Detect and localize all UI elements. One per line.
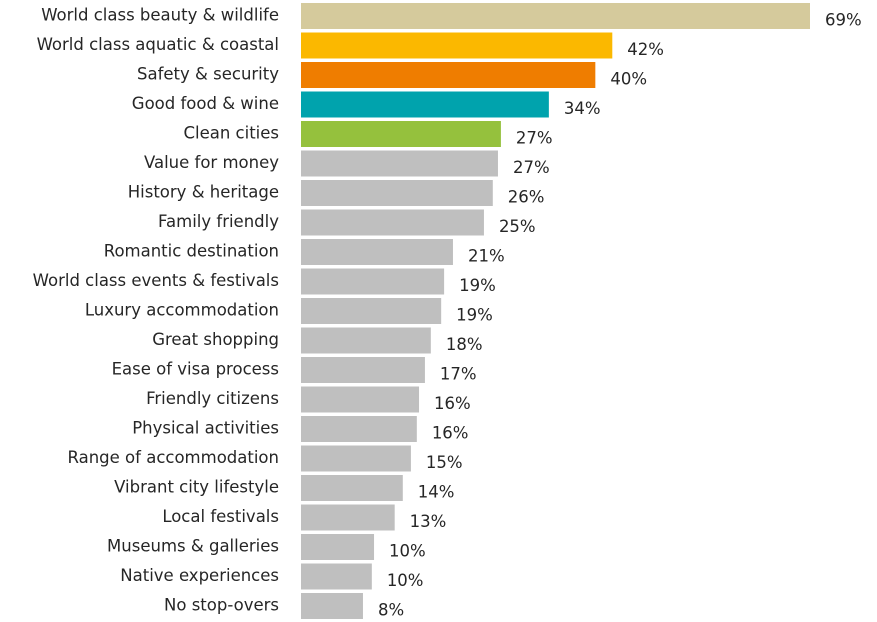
value-label: 34% — [564, 99, 601, 118]
bar — [301, 3, 810, 29]
category-label: World class events & festivals — [33, 271, 279, 290]
bar — [301, 209, 484, 236]
bar — [301, 445, 411, 472]
value-label: 19% — [459, 276, 496, 295]
value-label: 10% — [389, 542, 426, 561]
value-label: 17% — [440, 365, 477, 384]
value-label: 42% — [627, 40, 664, 59]
bar — [301, 32, 613, 59]
category-label: Museums & galleries — [107, 537, 279, 556]
value-label: 16% — [434, 394, 471, 413]
value-label: 25% — [499, 217, 536, 236]
category-label: Good food & wine — [132, 94, 279, 113]
category-label: Ease of visa process — [112, 360, 279, 379]
category-label: Family friendly — [158, 212, 279, 231]
value-label: 18% — [446, 335, 483, 354]
value-label: 13% — [410, 512, 447, 531]
value-label: 21% — [468, 247, 505, 266]
bar — [301, 504, 395, 531]
bar — [301, 475, 403, 501]
bar — [301, 180, 493, 206]
category-label: World class aquatic & coastal — [37, 35, 279, 54]
bar — [301, 91, 549, 118]
bar — [301, 327, 431, 354]
value-label: 14% — [418, 483, 455, 502]
bar — [301, 150, 498, 177]
bar — [301, 121, 501, 147]
category-label: Great shopping — [152, 330, 279, 349]
value-label: 27% — [516, 129, 553, 148]
category-label: Native experiences — [120, 566, 279, 585]
bar — [301, 62, 596, 88]
value-label: 8% — [378, 601, 404, 620]
bar — [301, 268, 445, 295]
bar — [301, 416, 417, 442]
category-label: Luxury accommodation — [85, 301, 279, 320]
category-label: Safety & security — [137, 65, 279, 84]
value-label: 27% — [513, 158, 550, 177]
category-label: Romantic destination — [104, 242, 279, 261]
bar — [301, 534, 375, 560]
bar — [301, 563, 372, 590]
bar — [301, 357, 425, 383]
category-label: History & heritage — [128, 183, 279, 202]
value-label: 26% — [508, 188, 545, 207]
category-label: Local festivals — [162, 507, 279, 526]
value-label: 15% — [426, 453, 463, 472]
category-label: No stop-overs — [164, 596, 279, 615]
category-label: Range of accommodation — [68, 448, 279, 467]
category-label: Friendly citizens — [146, 389, 279, 408]
value-label: 40% — [610, 70, 647, 89]
value-label: 19% — [456, 306, 493, 325]
bar — [301, 298, 442, 324]
value-label: 69% — [825, 11, 862, 30]
category-label: World class beauty & wildlife — [41, 6, 279, 25]
value-label: 16% — [432, 424, 469, 443]
category-label: Value for money — [144, 153, 279, 172]
bar — [301, 239, 453, 265]
bar — [301, 593, 363, 619]
bar — [301, 386, 420, 413]
category-label: Physical activities — [132, 419, 279, 438]
category-label: Clean cities — [183, 124, 279, 143]
category-label: Vibrant city lifestyle — [114, 478, 279, 497]
value-label: 10% — [387, 571, 424, 590]
